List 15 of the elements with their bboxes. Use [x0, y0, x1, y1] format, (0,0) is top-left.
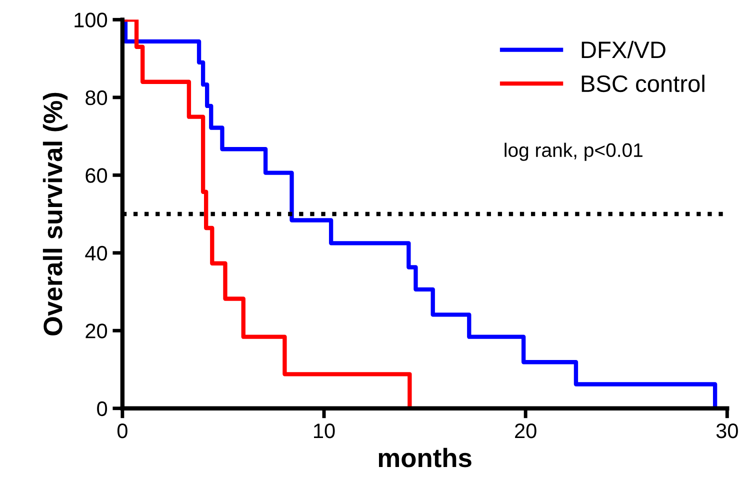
y-tick-label: 0: [97, 401, 108, 416]
y-axis-title: Overall survival (%): [42, 92, 68, 336]
y-tick-label: 100: [74, 12, 108, 28]
y-tick-label: 60: [86, 168, 108, 183]
y-tick-label: 20: [86, 324, 108, 338]
x-tick-label: 20: [515, 423, 536, 438]
y-tick-label: 80: [86, 90, 108, 106]
legend-label: DFX/VD: [582, 40, 666, 58]
y-tick-label: 40: [85, 246, 108, 261]
x-tick-label: 30: [716, 423, 738, 438]
x-tick-label: 10: [314, 423, 335, 438]
legend-label: BSC control: [582, 74, 704, 92]
x-tick-label: 0: [117, 423, 128, 438]
annotation: log rank, p<0.01: [504, 142, 642, 161]
x-axis-title: months: [378, 448, 472, 468]
